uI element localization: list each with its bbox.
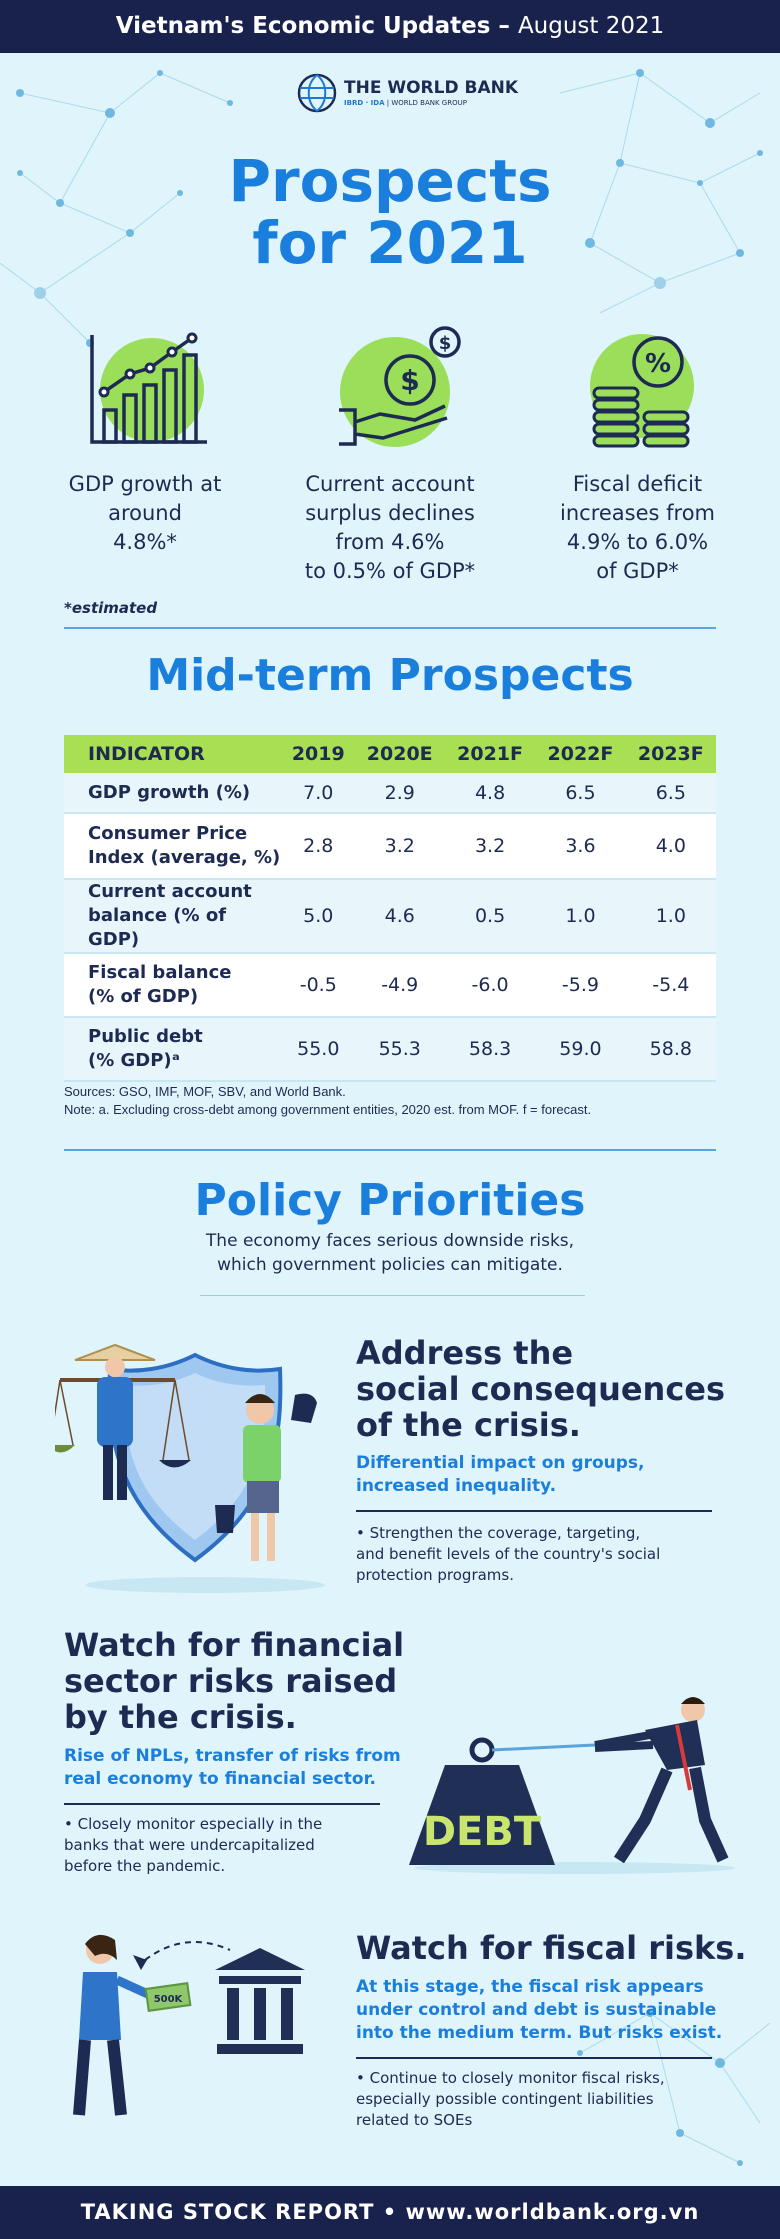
section-divider bbox=[64, 627, 716, 629]
col-2022f: 2022F bbox=[535, 735, 626, 773]
policy-2-body: • Closely monitor especially in the banks… bbox=[64, 1815, 323, 1875]
bar-chart-growth-icon bbox=[90, 332, 207, 444]
policy-1-body: • Strengthen the coverage, targeting, and… bbox=[356, 1524, 661, 1584]
estimated-note: *estimated bbox=[64, 599, 158, 617]
table-row: Current account balance (% of GDP) 5.0 4.6… bbox=[64, 879, 716, 954]
svg-text:$: $ bbox=[439, 333, 452, 354]
col-2023f: 2023F bbox=[625, 735, 716, 773]
policy-2-divider bbox=[64, 1803, 380, 1805]
table-sources: Sources: GSO, IMF, MOF, SBV, and World B… bbox=[64, 1084, 592, 1117]
svg-text:$: $ bbox=[400, 364, 419, 397]
section-divider bbox=[64, 1149, 716, 1151]
col-indicator: INDICATOR bbox=[64, 735, 282, 773]
policy-title: Policy Priorities bbox=[194, 1175, 586, 1226]
table-row: GDP growth (%) 7.0 2.9 4.8 6.5 6.5 bbox=[64, 773, 716, 814]
stat-fiscal-deficit: Fiscal deficit increases from 4.9% to 6.0%… bbox=[560, 472, 715, 583]
policy-3-title: Watch for fiscal risks. bbox=[356, 1929, 747, 1967]
debt-label: DEBT bbox=[423, 1809, 542, 1855]
svg-text:%: % bbox=[645, 349, 671, 379]
social-protection-illustration bbox=[55, 1343, 325, 1593]
header-bar: Vietnam's Economic Updates – August 2021 bbox=[0, 0, 780, 53]
logo-name: THE WORLD BANK bbox=[344, 78, 519, 98]
midterm-table: INDICATOR 2019 2020E 2021F 2022F 2023F G… bbox=[64, 735, 716, 1082]
globe-icon bbox=[297, 73, 337, 113]
col-2020e: 2020E bbox=[354, 735, 445, 773]
table-row: Consumer Price Index (average, %) 2.8 3.2 3… bbox=[64, 813, 716, 880]
policy-3-body: • Continue to closely monitor fiscal ris… bbox=[356, 2069, 665, 2129]
policy-2-highlight: Rise of NPLs, transfer of risks from real… bbox=[64, 1746, 401, 1789]
stat-current-account: Current account surplus declines from 4.6%… bbox=[304, 472, 476, 583]
logo-subtitle: IBRD · IDA | WORLD BANK GROUP bbox=[344, 99, 467, 107]
hand-dollar-icon: $ $ bbox=[339, 326, 461, 447]
policy-1-highlight: Differential impact on groups, increased … bbox=[356, 1453, 645, 1496]
world-bank-logo: THE WORLD BANK IBRD · IDA | WORLD BANK G… bbox=[296, 72, 518, 114]
stat-gdp-growth: GDP growth at around 4.8%* bbox=[68, 472, 222, 554]
policy-1-title: Address the social consequences of the cri… bbox=[356, 1334, 726, 1444]
policy-3-highlight: At this stage, the fiscal risk appears un… bbox=[356, 1977, 723, 2043]
midterm-title: Mid-term Prospects bbox=[146, 650, 634, 701]
table-row: Public debt (% GDP)ᵃ 55.0 55.3 58.3 59.0 58.8 bbox=[64, 1017, 716, 1082]
money-label: 500K bbox=[154, 1994, 184, 2005]
prospects-title: Prospects for 2021 bbox=[228, 147, 552, 277]
coins-percent-icon: % bbox=[590, 334, 694, 448]
table-header-row: INDICATOR 2019 2020E 2021F 2022F 2023F bbox=[64, 735, 716, 773]
policy-1-divider bbox=[356, 1510, 712, 1512]
fiscal-illustration: 500K bbox=[73, 1934, 305, 2116]
footer-bar: TAKING STOCK REPORT • www.worldbank.org.… bbox=[0, 2186, 780, 2239]
policy-subtitle: The economy faces serious downside risks… bbox=[205, 1231, 575, 1275]
subtitle-divider bbox=[200, 1295, 585, 1296]
debt-weight-illustration: DEBT bbox=[409, 1697, 735, 1874]
col-2021f: 2021F bbox=[444, 735, 536, 773]
table-row: Fiscal balance (% of GDP) -0.5 -4.9 -6.0 -5.… bbox=[64, 953, 716, 1018]
policy-3-divider bbox=[356, 2057, 712, 2059]
header-title: Vietnam's Economic Updates bbox=[115, 13, 491, 39]
policy-2-title: Watch for financial sector risks raised by… bbox=[64, 1626, 405, 1736]
header-date: August 2021 bbox=[517, 13, 665, 39]
header-separator: – bbox=[490, 13, 518, 39]
col-2019: 2019 bbox=[282, 735, 355, 773]
